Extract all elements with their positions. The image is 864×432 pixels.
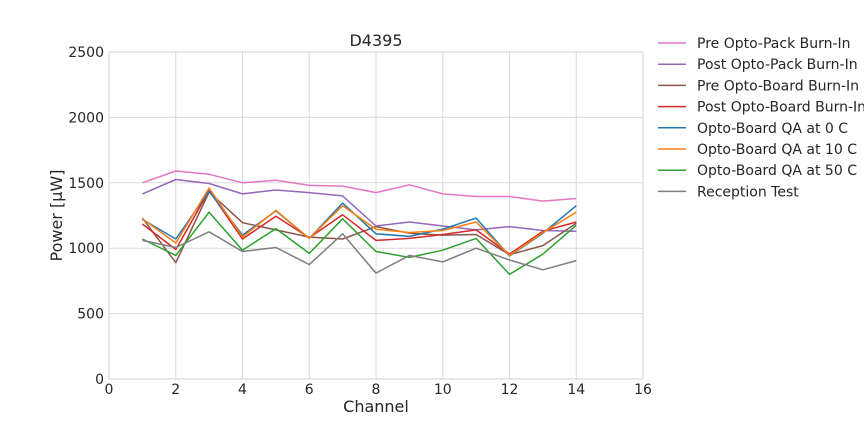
y-tick-label: 1000 (68, 241, 104, 257)
x-tick-label: 12 (501, 382, 519, 398)
x-tick-label: 4 (238, 382, 247, 398)
tick-labels: 0 2 4 6 8 10 12 14 16 0 500 1000 1500 2000 2500 (68, 45, 652, 398)
legend-label: Pre Opto-Pack Burn-In (697, 36, 851, 52)
y-tick-label: 1500 (68, 176, 104, 192)
legend: Pre Opto-Pack Burn-In Post Opto-Pack Burn… (658, 36, 864, 200)
plot-area-frame (108, 51, 644, 380)
gridlines (108, 51, 644, 380)
series-line (141, 187, 577, 257)
y-axis-label: Power [μW] (47, 170, 66, 262)
series-line (142, 190, 577, 257)
series-line (142, 178, 577, 232)
series-line (141, 189, 577, 255)
y-tick-label: 500 (77, 307, 104, 323)
legend-label: Opto-Board QA at 50 C (697, 163, 857, 179)
legend-label: Opto-Board QA at 10 C (697, 142, 857, 158)
legend-label: Reception Test (697, 184, 799, 200)
x-tick-label: 0 (105, 382, 114, 398)
y-tick-label: 2000 (68, 110, 104, 126)
series-line (142, 211, 577, 276)
series-lines (141, 170, 577, 276)
legend-label: Post Opto-Pack Burn-In (697, 57, 858, 73)
series-line (142, 231, 577, 274)
x-tick-label: 10 (434, 382, 452, 398)
legend-label: Opto-Board QA at 0 C (697, 121, 848, 137)
x-tick-label: 8 (372, 382, 381, 398)
series-line (142, 170, 577, 202)
y-tick-label: 0 (95, 372, 104, 388)
y-tick-label: 2500 (68, 45, 104, 61)
x-tick-label: 14 (567, 382, 585, 398)
x-tick-label: 6 (305, 382, 314, 398)
legend-label: Post Opto-Board Burn-In (697, 100, 864, 116)
x-axis-label: Channel (343, 397, 409, 416)
legend-label: Pre Opto-Board Burn-In (697, 78, 859, 94)
x-tick-label: 2 (171, 382, 180, 398)
x-tick-label: 16 (634, 382, 652, 398)
chart-title: D4395 (349, 31, 402, 50)
